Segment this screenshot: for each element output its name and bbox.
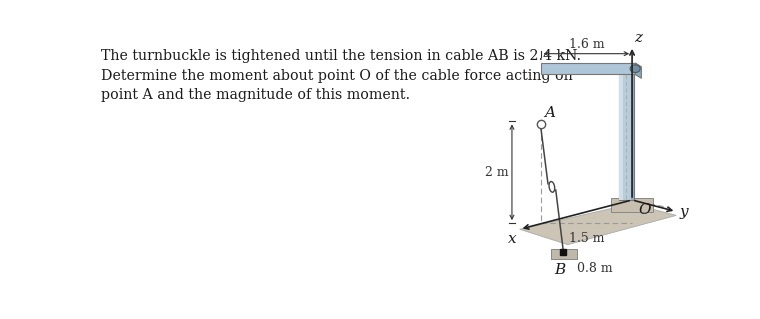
Text: 2 m: 2 m	[485, 166, 509, 179]
Text: z: z	[635, 31, 642, 45]
Text: A: A	[544, 106, 556, 120]
Text: y: y	[679, 205, 688, 219]
Text: 1.6 m: 1.6 m	[568, 38, 604, 51]
Polygon shape	[551, 249, 577, 258]
Text: 1.5 m: 1.5 m	[568, 232, 604, 245]
Text: O: O	[638, 203, 651, 217]
Text: 0.8 m: 0.8 m	[577, 262, 613, 275]
Bar	[619, 68, 622, 200]
Polygon shape	[520, 204, 676, 245]
Text: The turnbuckle is tightened until the tension in cable AB is 2.4 kN.
Determine t: The turnbuckle is tightened until the te…	[101, 49, 581, 102]
Ellipse shape	[630, 65, 640, 72]
Text: B: B	[554, 263, 565, 277]
Text: x: x	[508, 232, 517, 246]
Polygon shape	[611, 198, 653, 212]
Polygon shape	[540, 63, 635, 74]
Ellipse shape	[549, 182, 555, 192]
Bar	[631, 68, 634, 200]
Polygon shape	[635, 63, 641, 78]
Bar	[619, 68, 634, 200]
